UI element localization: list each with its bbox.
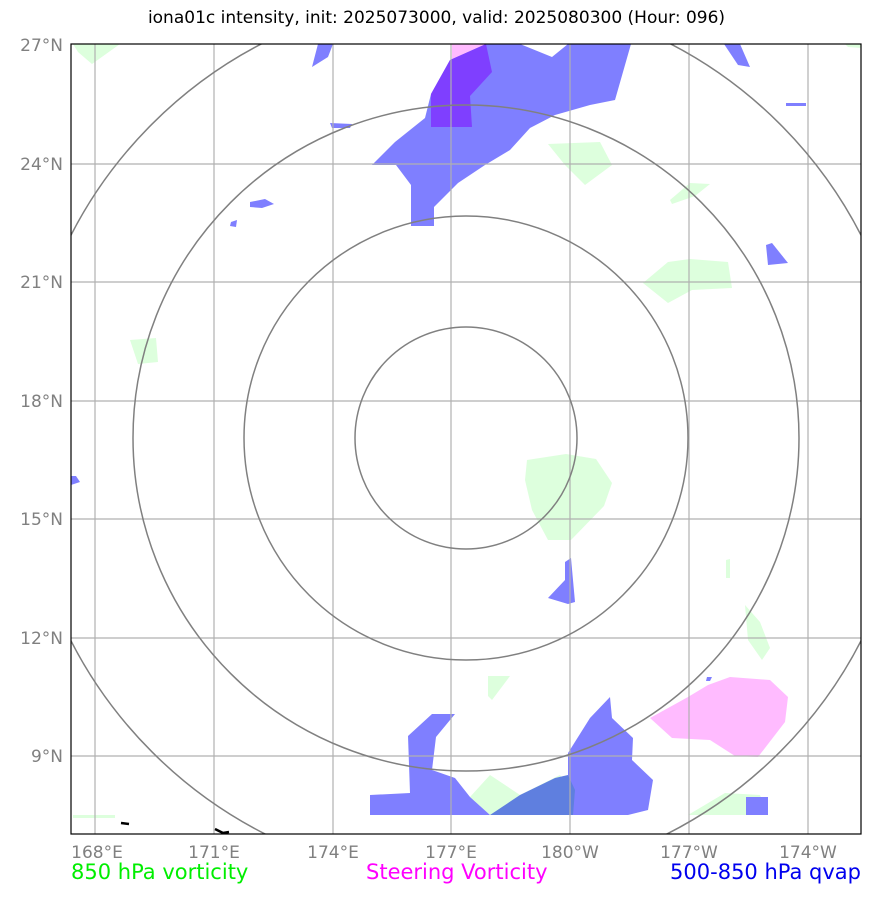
- qvap-area: [766, 243, 788, 265]
- vorticity-850-area: [73, 44, 120, 64]
- qvap-area: [370, 714, 490, 815]
- qvap-area: [250, 199, 274, 208]
- vorticity-850-area: [488, 676, 510, 700]
- lon-tick-label: 180°W: [541, 843, 599, 863]
- qvap-area: [312, 44, 333, 67]
- range-ring: [132, 104, 800, 772]
- vorticity-850-area: [525, 454, 612, 540]
- qvap-area: [786, 103, 806, 106]
- latitude-labels: 27°N 24°N 21°N 18°N 15°N 12°N 9°N: [20, 36, 63, 767]
- qvap-area: [372, 44, 631, 226]
- range-ring: [243, 215, 689, 661]
- steering-vorticity-area: [650, 677, 788, 757]
- lon-tick-label: 174°W: [779, 843, 837, 863]
- vorticity-qvap-overlap: [490, 775, 575, 815]
- lat-tick-label: 9°N: [31, 747, 63, 767]
- qvap-area: [724, 44, 750, 67]
- lat-tick-label: 12°N: [20, 629, 63, 649]
- qvap-area: [71, 476, 80, 485]
- qvap-area: [230, 220, 237, 227]
- lon-tick-label: 171°E: [188, 843, 240, 863]
- lon-tick-label: 174°E: [307, 843, 359, 863]
- vorticity-850-area: [670, 183, 710, 204]
- lat-tick-label: 24°N: [20, 155, 63, 175]
- map-frame: [70, 43, 862, 835]
- range-rings: [71, 44, 861, 834]
- qvap-area: [706, 677, 712, 681]
- map-gridlines: [71, 44, 861, 834]
- vorticity-850-area: [745, 605, 770, 660]
- vorticity-850-area: [73, 815, 115, 818]
- longitude-labels: 168°E 171°E 174°E 177°E 180°W 177°W 174°…: [71, 843, 837, 863]
- lat-tick-label: 27°N: [20, 36, 63, 56]
- map-title: iona01c intensity, init: 2025073000, val…: [147, 8, 726, 28]
- lon-tick-label: 177°E: [425, 843, 477, 863]
- lon-tick-label: 177°W: [660, 843, 718, 863]
- legend-850-vorticity: 850 hPa vorticity: [71, 860, 249, 884]
- vorticity-850-area: [726, 559, 730, 578]
- lat-tick-label: 21°N: [20, 273, 63, 293]
- coastline: [120, 821, 230, 834]
- map-fields: [71, 44, 861, 834]
- vorticity-850-area: [643, 259, 732, 303]
- lon-tick-label: 168°E: [71, 843, 123, 863]
- vorticity-850-area: [845, 44, 861, 48]
- legend-qvap: 500-850 hPa qvap: [670, 860, 861, 884]
- lat-tick-label: 15°N: [20, 510, 63, 530]
- legend-steering-vorticity: Steering Vorticity: [366, 860, 548, 884]
- lat-tick-label: 18°N: [20, 392, 63, 412]
- qvap-area: [548, 558, 575, 604]
- qvap-area: [746, 797, 768, 815]
- range-ring: [354, 326, 578, 550]
